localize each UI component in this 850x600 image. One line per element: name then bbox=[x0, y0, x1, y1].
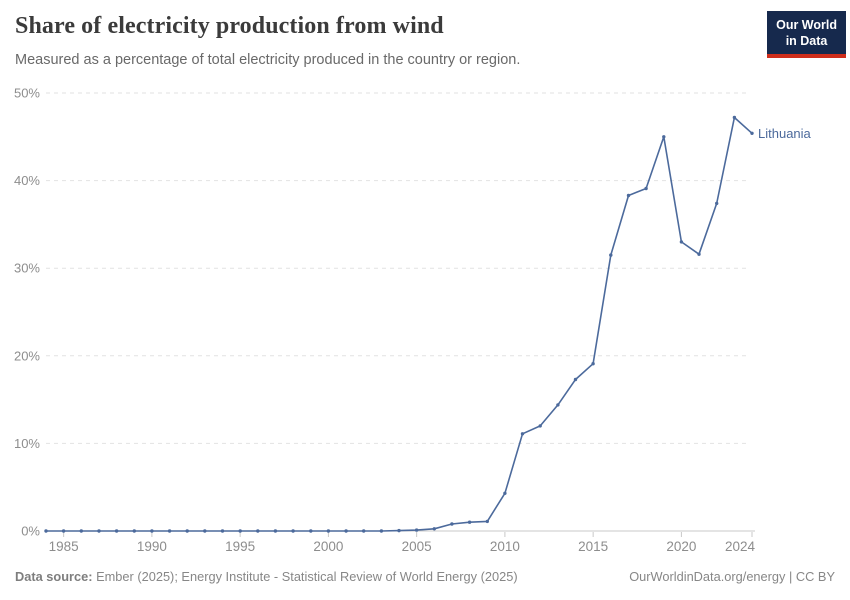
x-axis-tick-label: 2015 bbox=[578, 539, 608, 554]
data-point bbox=[697, 252, 701, 256]
data-point bbox=[591, 362, 595, 366]
data-point bbox=[485, 519, 489, 524]
owid-logo: Our World in Data bbox=[767, 11, 846, 58]
y-axis-tick-label: 30% bbox=[14, 261, 40, 276]
data-point bbox=[609, 253, 613, 257]
owid-link[interactable]: OurWorldinData.org/energy | CC BY bbox=[629, 569, 835, 584]
data-point bbox=[732, 115, 737, 120]
data-source-label: Data source: bbox=[15, 569, 93, 584]
x-axis-tick-label: 2020 bbox=[666, 539, 696, 554]
data-point bbox=[467, 520, 472, 524]
data-point bbox=[132, 529, 136, 533]
data-source-note: Data source: Ember (2025); Energy Instit… bbox=[15, 569, 518, 584]
data-point bbox=[750, 131, 754, 135]
y-axis-tick-label: 0% bbox=[21, 524, 40, 539]
y-axis-tick-label: 40% bbox=[14, 173, 40, 188]
x-axis-tick-label: 1995 bbox=[225, 539, 255, 554]
data-point bbox=[379, 529, 384, 533]
data-point bbox=[238, 529, 242, 533]
data-point bbox=[397, 528, 401, 533]
entity-label: Lithuania bbox=[758, 126, 812, 141]
data-point bbox=[114, 529, 119, 533]
data-point bbox=[220, 529, 225, 533]
x-axis-tick-label: 1985 bbox=[49, 539, 79, 554]
data-point bbox=[715, 201, 719, 206]
data-point bbox=[573, 377, 578, 382]
x-axis-tick-label: 2010 bbox=[490, 539, 520, 554]
data-point bbox=[362, 529, 366, 533]
data-point bbox=[256, 529, 260, 533]
y-axis-tick-label: 50% bbox=[14, 86, 40, 101]
owid-logo-line2: in Data bbox=[785, 34, 828, 49]
x-axis-tick-label: 1990 bbox=[137, 539, 167, 554]
data-point bbox=[291, 529, 295, 533]
data-point bbox=[79, 529, 84, 533]
chart-title: Share of electricity production from win… bbox=[15, 13, 444, 39]
data-point bbox=[203, 529, 207, 533]
data-point bbox=[626, 193, 631, 198]
data-point bbox=[520, 432, 525, 436]
data-point bbox=[44, 529, 48, 533]
data-point bbox=[503, 491, 507, 495]
y-axis-tick-label: 20% bbox=[14, 348, 40, 363]
data-point bbox=[344, 529, 348, 533]
data-point bbox=[662, 135, 666, 139]
data-point bbox=[538, 424, 542, 428]
data-source-text: Ember (2025); Energy Institute - Statist… bbox=[92, 569, 518, 584]
owid-logo-line1: Our World bbox=[776, 18, 837, 32]
data-point bbox=[326, 529, 331, 533]
data-point bbox=[432, 527, 436, 531]
data-point bbox=[644, 186, 648, 191]
data-point bbox=[150, 529, 154, 533]
data-point bbox=[450, 522, 454, 526]
data-point bbox=[61, 529, 66, 533]
data-point bbox=[556, 403, 560, 407]
data-point bbox=[97, 529, 101, 533]
data-point bbox=[273, 529, 278, 533]
trend-line[interactable] bbox=[45, 116, 753, 532]
data-point bbox=[414, 528, 419, 532]
x-axis-tick-label: 2000 bbox=[313, 539, 343, 554]
chart-subtitle: Measured as a percentage of total electr… bbox=[15, 52, 521, 68]
data-point bbox=[309, 529, 313, 533]
data-point bbox=[679, 240, 684, 244]
data-point bbox=[167, 529, 172, 533]
x-axis-tick-label: 2005 bbox=[402, 539, 432, 554]
y-axis-tick-label: 10% bbox=[14, 436, 40, 451]
x-axis-tick-label: 2024 bbox=[725, 539, 756, 554]
data-point bbox=[185, 529, 189, 533]
